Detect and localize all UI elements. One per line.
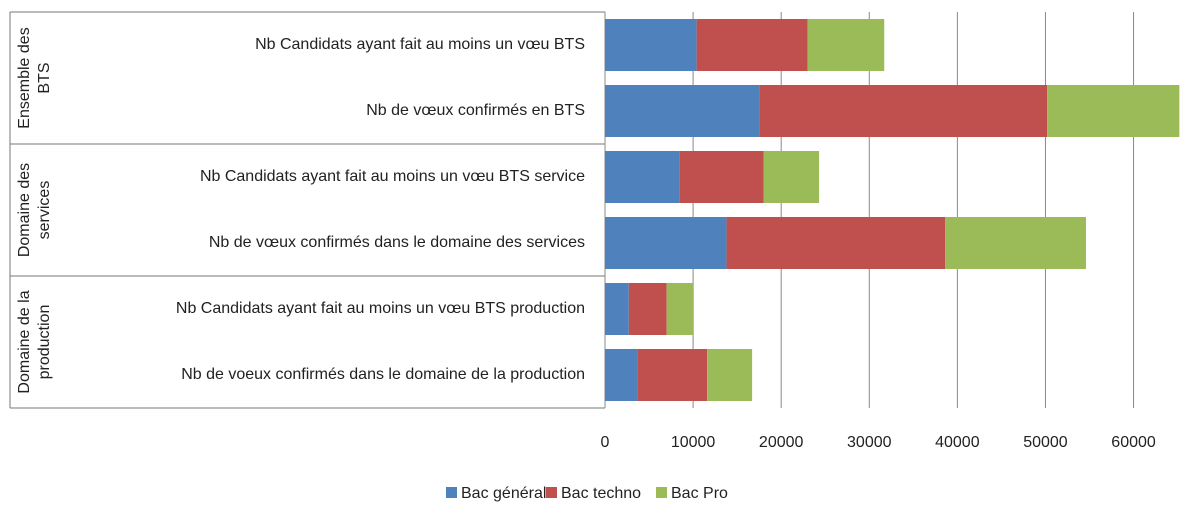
- group-label: Domaine de la production: [16, 290, 53, 393]
- legend-swatch: [446, 487, 457, 498]
- bar-segment: [707, 349, 753, 401]
- bar-segment: [605, 349, 638, 401]
- bar-segment: [945, 217, 1086, 269]
- bar-segment: [605, 85, 760, 137]
- legend-swatch: [656, 487, 667, 498]
- bar-segment: [605, 283, 629, 335]
- group-label-line: Ensemble des: [16, 27, 33, 128]
- bar-segment: [807, 19, 885, 71]
- group-label: Ensemble des BTS: [16, 27, 53, 128]
- legend-label: Bac techno: [561, 485, 641, 502]
- x-tick-label: 30000: [847, 434, 892, 451]
- bar-segment: [726, 217, 946, 269]
- bar-segment: [679, 151, 764, 203]
- group-label: Domaine des services: [16, 163, 53, 257]
- group-label-line: services: [36, 181, 53, 240]
- category-label: Nb Candidats ayant fait au moins un vœu …: [176, 300, 585, 317]
- group-label-line: Domaine des: [16, 163, 33, 257]
- category-label: Nb de vœux confirmés en BTS: [366, 102, 585, 119]
- category-label: Nb Candidats ayant fait au moins un vœu …: [255, 36, 585, 53]
- bar-segment: [637, 349, 708, 401]
- x-tick-label: 60000: [1111, 434, 1156, 451]
- x-tick-label: 20000: [759, 434, 804, 451]
- x-tick-label: 0: [601, 434, 610, 451]
- bar-segment: [1047, 85, 1180, 137]
- x-tick-label: 50000: [1023, 434, 1068, 451]
- x-tick-label: 40000: [935, 434, 980, 451]
- bar-segment: [605, 19, 697, 71]
- bar-segment: [605, 217, 727, 269]
- legend-label: Bac Pro: [671, 485, 728, 502]
- bar-segment: [666, 283, 694, 335]
- category-label: Nb de voeux confirmés dans le domaine de…: [181, 366, 585, 383]
- group-label-line: BTS: [36, 62, 53, 93]
- category-label: Nb Candidats ayant fait au moins un vœu …: [200, 168, 585, 185]
- bar-segment: [759, 85, 1048, 137]
- bar-segment: [696, 19, 808, 71]
- bar-segment: [763, 151, 820, 203]
- bar-segment: [605, 151, 680, 203]
- bar-segment: [628, 283, 667, 335]
- legend-swatch: [546, 487, 557, 498]
- category-label: Nb de vœux confirmés dans le domaine des…: [209, 234, 585, 251]
- x-tick-label: 10000: [671, 434, 716, 451]
- group-label-line: Domaine de la: [16, 290, 33, 393]
- group-label-line: production: [36, 305, 53, 380]
- legend-label: Bac général: [461, 485, 546, 502]
